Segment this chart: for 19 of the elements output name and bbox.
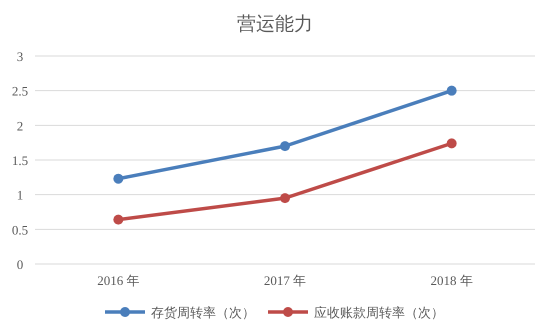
y-tick-label: 0.5 bbox=[12, 222, 28, 238]
y-tick-label: 1 bbox=[16, 188, 24, 203]
legend-label: 应收账款周转率（次） bbox=[314, 305, 444, 320]
point bbox=[280, 141, 290, 152]
point bbox=[113, 214, 124, 225]
point bbox=[446, 86, 457, 96]
title: 营运能力 bbox=[237, 14, 313, 35]
y-tick-label: 0 bbox=[16, 257, 24, 272]
x-tick-label: 2018 年 bbox=[430, 273, 473, 288]
point bbox=[280, 193, 290, 204]
y-tick-label: 1.5 bbox=[12, 153, 28, 168]
x-tick-label: 2016 年 bbox=[97, 273, 140, 288]
point bbox=[113, 174, 124, 184]
x-tick-label: 2017 年 bbox=[264, 273, 306, 288]
y-tick-label: 2 bbox=[16, 118, 24, 134]
point bbox=[446, 138, 457, 148]
y-tick-label: 2.5 bbox=[12, 84, 28, 99]
legend-label: 存货周转率（次） bbox=[151, 305, 255, 320]
y-tick-label: 3 bbox=[16, 49, 24, 64]
